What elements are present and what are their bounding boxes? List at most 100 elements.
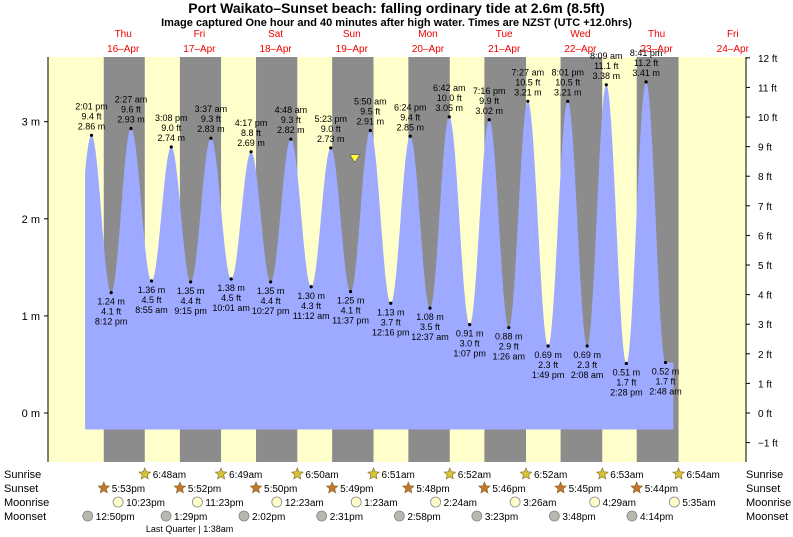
sunrise-icon bbox=[519, 467, 533, 480]
high-tide-point bbox=[447, 115, 451, 119]
moonset-icon bbox=[471, 510, 483, 522]
low-tide-point bbox=[546, 344, 550, 348]
day-label: Tue bbox=[496, 29, 513, 40]
low-tide-feet: 4.1 ft bbox=[101, 307, 122, 317]
high-tide-metres: 2.91 m bbox=[357, 116, 385, 126]
date-label: 18–Apr bbox=[259, 44, 292, 55]
sunrise-row-label-right: Sunrise bbox=[746, 469, 783, 481]
high-tide-feet: 11.2 ft bbox=[634, 58, 659, 68]
low-tide-time: 2:08 am bbox=[571, 370, 604, 380]
moonrise-row-label-right: Moonrise bbox=[746, 497, 791, 509]
low-tide-metres: 0.52 m bbox=[652, 367, 680, 377]
right-tick-label: −1 ft bbox=[758, 439, 778, 450]
high-tide-feet: 9.3 ft bbox=[281, 115, 302, 125]
moonrise-time: 2:24am bbox=[444, 498, 477, 509]
moonset-icon bbox=[393, 510, 405, 522]
low-tide-metres: 0.51 m bbox=[613, 367, 641, 377]
low-tide-time: 8:55 am bbox=[135, 305, 168, 315]
high-tide-metres: 2.69 m bbox=[237, 138, 265, 148]
high-tide-time: 7:16 pm bbox=[473, 86, 506, 96]
right-tick-label: 2 ft bbox=[758, 350, 772, 361]
high-tide-point bbox=[89, 133, 94, 137]
sunrise-time: 6:48am bbox=[153, 470, 186, 481]
sunrise-icon bbox=[214, 467, 228, 480]
high-tide-time: 8:01 pm bbox=[551, 67, 584, 77]
low-tide-point bbox=[309, 285, 313, 289]
sunset-row-label-left: Sunset bbox=[4, 483, 38, 495]
sunset-icon bbox=[97, 481, 111, 494]
high-tide-point bbox=[209, 136, 213, 140]
right-tick-label: 6 ft bbox=[758, 231, 772, 242]
left-tick-label: 0 m bbox=[22, 408, 40, 420]
high-tide-time: 7:27 am bbox=[512, 67, 545, 77]
day-label: Thu bbox=[115, 29, 132, 40]
left-tick-label: 3 m bbox=[22, 117, 40, 129]
low-tide-point bbox=[663, 360, 668, 365]
low-tide-metres: 1.24 m bbox=[97, 297, 125, 307]
high-tide-metres: 3.05 m bbox=[436, 103, 464, 113]
low-tide-feet: 1.7 ft bbox=[656, 377, 677, 387]
sunset-time: 5:50pm bbox=[264, 484, 297, 495]
moonrise-time: 4:29am bbox=[603, 498, 636, 509]
right-tick-label: 7 ft bbox=[758, 202, 772, 213]
high-tide-point bbox=[526, 99, 530, 103]
low-tide-metres: 1.35 m bbox=[177, 286, 205, 296]
high-tide-point bbox=[289, 137, 293, 141]
date-label: 19–Apr bbox=[336, 44, 369, 55]
sunrise-time: 6:53am bbox=[610, 470, 643, 481]
moonset-icon bbox=[548, 510, 560, 522]
low-tide-feet: 3.7 ft bbox=[381, 317, 402, 327]
high-tide-feet: 9.6 ft bbox=[121, 104, 142, 114]
sunrise-time: 6:51am bbox=[382, 470, 415, 481]
high-tide-feet: 10.5 ft bbox=[555, 77, 581, 87]
moonset-icon bbox=[626, 510, 638, 522]
sunset-time: 5:53pm bbox=[112, 484, 145, 495]
low-tide-time: 8:12 pm bbox=[95, 317, 128, 327]
high-tide-metres: 2.86 m bbox=[78, 121, 106, 131]
low-tide-time: 11:12 am bbox=[293, 311, 330, 321]
high-tide-time: 4:17 pm bbox=[235, 118, 268, 128]
high-tide-point bbox=[408, 134, 412, 138]
high-tide-time: 8:41 pm bbox=[630, 48, 663, 58]
high-tide-point bbox=[487, 118, 491, 122]
tide-area bbox=[85, 81, 674, 430]
high-tide-metres: 2.73 m bbox=[317, 134, 345, 144]
current-level-marker bbox=[349, 154, 361, 164]
sunset-time: 5:52pm bbox=[188, 484, 221, 495]
moonrise-time: 11:23pm bbox=[205, 498, 243, 509]
day-label: Thu bbox=[648, 29, 665, 40]
low-tide-time: 10:27 pm bbox=[252, 306, 290, 316]
low-tide-metres: 0.69 m bbox=[573, 350, 601, 360]
moonrise-time: 12:23am bbox=[285, 498, 324, 509]
high-tide-metres: 2.74 m bbox=[158, 133, 186, 143]
low-tide-metres: 1.30 m bbox=[297, 291, 325, 301]
low-tide-time: 11:37 pm bbox=[332, 316, 369, 326]
day-label: Sat bbox=[268, 29, 283, 40]
low-tide-time: 12:37 am bbox=[411, 332, 449, 342]
sunrise-time: 6:49am bbox=[229, 470, 262, 481]
moonset-time: 3:48pm bbox=[562, 512, 595, 523]
moonset-time: 12:50pm bbox=[96, 512, 135, 523]
sunrise-icon bbox=[443, 467, 457, 480]
high-tide-metres: 2.93 m bbox=[117, 114, 145, 124]
moonset-time: 2:31pm bbox=[330, 512, 363, 523]
low-tide-point bbox=[624, 361, 628, 366]
high-tide-feet: 11.1 ft bbox=[594, 61, 619, 71]
right-tick-label: 11 ft bbox=[758, 83, 777, 94]
high-tide-feet: 9.4 ft bbox=[400, 112, 421, 122]
moonrise-time: 3:26am bbox=[523, 498, 556, 509]
low-tide-point bbox=[269, 280, 273, 284]
sunset-icon bbox=[325, 481, 339, 494]
low-tide-metres: 1.25 m bbox=[337, 296, 365, 306]
low-tide-feet: 4.1 ft bbox=[341, 306, 362, 316]
moon-phase-label: Last Quarter | 1:38am bbox=[146, 524, 233, 534]
high-tide-metres: 3.21 m bbox=[554, 87, 582, 97]
high-tide-feet: 9.5 ft bbox=[360, 106, 381, 116]
moonset-icon bbox=[238, 510, 250, 522]
sunrise-row-label-left: Sunrise bbox=[4, 469, 41, 481]
sunrise-icon bbox=[672, 467, 686, 480]
day-label: Fri bbox=[194, 29, 206, 40]
day-label: Wed bbox=[570, 29, 590, 40]
right-tick-label: 3 ft bbox=[758, 320, 772, 331]
high-tide-metres: 3.02 m bbox=[475, 106, 503, 116]
